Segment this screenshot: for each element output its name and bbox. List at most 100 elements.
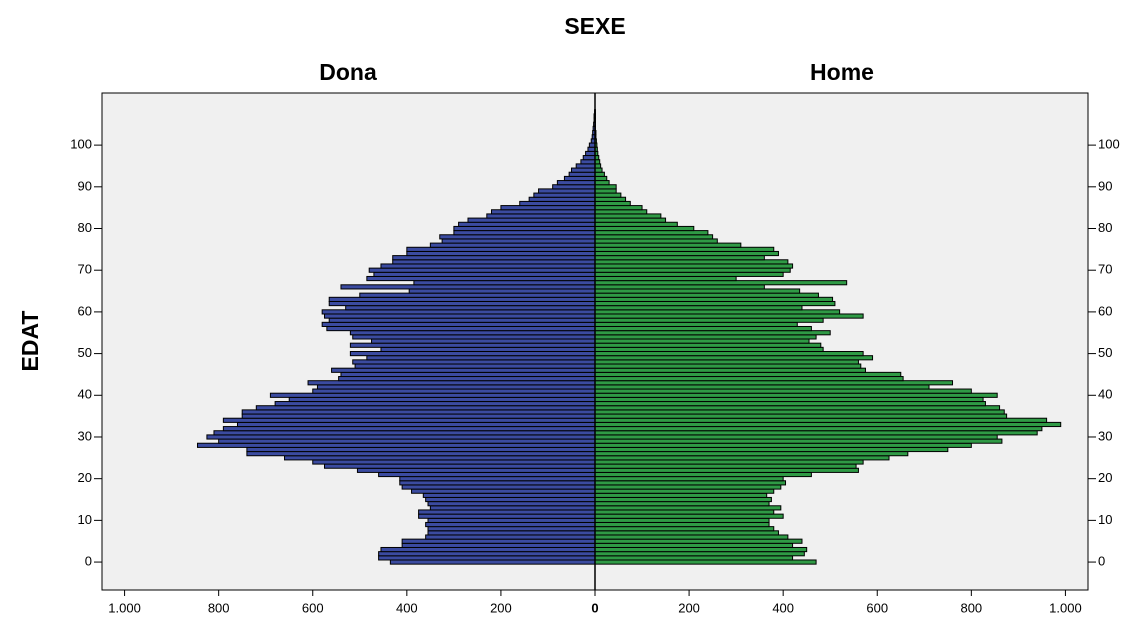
bar: [594, 413, 1008, 419]
bar: [246, 451, 596, 457]
bar: [213, 430, 596, 436]
y-tick-label: 90: [1098, 178, 1112, 193]
bar: [425, 496, 596, 503]
bar: [594, 167, 603, 173]
bar: [594, 551, 805, 557]
bar: [594, 484, 782, 490]
bar: [594, 217, 667, 223]
bar: [594, 234, 714, 240]
x-tick-label: 600: [866, 600, 888, 615]
bar: [594, 376, 904, 382]
bar: [594, 559, 817, 565]
bar: [429, 242, 596, 248]
bar: [594, 246, 775, 252]
bar: [575, 163, 596, 169]
bar: [408, 288, 596, 294]
bar: [594, 446, 949, 453]
bar: [594, 359, 859, 365]
bar: [594, 238, 718, 244]
bar: [594, 230, 709, 236]
bar: [274, 401, 596, 407]
y-tick-label: 0: [85, 554, 92, 569]
bar: [401, 484, 596, 490]
bar: [594, 171, 605, 177]
y-tick-label: 20: [1098, 470, 1112, 485]
y-tick-label: 10: [78, 512, 92, 527]
bar: [349, 342, 596, 348]
bar: [439, 234, 596, 240]
bar: [585, 150, 596, 157]
bar: [594, 505, 782, 511]
bar: [196, 442, 596, 448]
y-tick-label: 20: [78, 470, 92, 485]
bar: [418, 513, 596, 519]
bar: [594, 313, 864, 319]
bar: [594, 371, 902, 378]
bar: [563, 175, 596, 182]
bar: [594, 175, 608, 182]
bar: [340, 284, 596, 290]
bar: [594, 538, 803, 544]
bar: [594, 496, 772, 503]
bar: [255, 405, 596, 411]
bar: [594, 163, 602, 169]
bar: [453, 230, 596, 236]
bar: [594, 284, 765, 290]
bar: [399, 480, 596, 486]
bar: [594, 534, 789, 540]
bar: [241, 409, 596, 415]
x-tick-label: 800: [208, 600, 230, 615]
bar: [594, 530, 779, 536]
y-tick-label: 80: [1098, 220, 1112, 235]
bar: [321, 321, 596, 327]
bar: [594, 521, 770, 528]
bar: [312, 388, 596, 394]
bar: [352, 359, 596, 365]
chart-title: SEXE: [564, 13, 625, 39]
bar: [594, 292, 819, 298]
bar: [594, 213, 662, 219]
bar: [312, 459, 596, 465]
y-tick-label: 70: [1098, 262, 1112, 277]
bar: [594, 342, 822, 348]
bar: [594, 242, 742, 248]
bar: [206, 434, 596, 440]
bar: [406, 246, 596, 252]
bar: [427, 501, 596, 507]
bar: [594, 259, 789, 265]
bar: [392, 255, 596, 261]
bar: [594, 405, 1001, 411]
bar: [594, 467, 859, 473]
y-tick-label: 60: [1098, 303, 1112, 318]
bar: [594, 300, 836, 307]
bar: [284, 455, 596, 461]
x-tick-label: 400: [396, 600, 418, 615]
bar: [366, 275, 596, 282]
bar: [594, 271, 784, 277]
bar: [594, 209, 648, 215]
bar: [594, 296, 834, 302]
bar: [528, 196, 596, 202]
bar: [594, 338, 810, 344]
bar: [594, 380, 954, 386]
bar: [378, 555, 596, 561]
bar: [533, 192, 596, 198]
bar: [594, 501, 770, 507]
bar: [594, 355, 874, 361]
bar: [594, 200, 631, 207]
bar: [594, 267, 791, 273]
bar: [594, 309, 841, 315]
bar: [222, 417, 596, 423]
bar: [373, 271, 596, 277]
bar: [594, 513, 784, 519]
y-tick-label: 50: [1098, 345, 1112, 360]
x-tick-label: 800: [960, 600, 982, 615]
bar: [594, 430, 1038, 436]
bar: [392, 259, 596, 265]
bar: [427, 517, 596, 523]
bar: [328, 300, 596, 307]
bar: [594, 363, 862, 369]
y-tick-label: 40: [1098, 387, 1112, 402]
panel-title: Home: [810, 59, 874, 85]
